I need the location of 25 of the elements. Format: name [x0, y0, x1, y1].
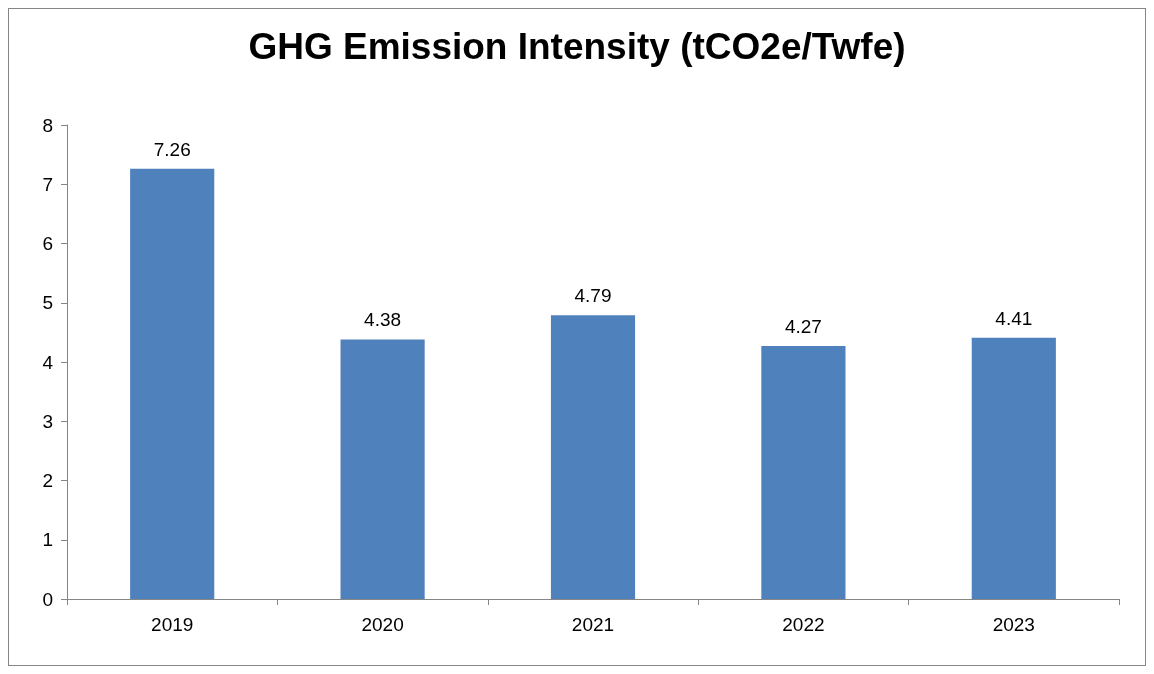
bar	[761, 346, 846, 599]
data-label: 4.79	[574, 285, 612, 307]
y-tick-label: 4	[42, 351, 54, 373]
bar	[550, 315, 636, 599]
y-tick-label: 8	[42, 114, 53, 136]
y-tick-label: 1	[42, 529, 53, 551]
chart-title: GHG Emission Intensity (tCO2e/Twfe)	[248, 26, 906, 67]
bar	[971, 337, 1056, 599]
x-tick-label: 2022	[782, 614, 825, 635]
bar	[340, 339, 425, 599]
y-tick-label: 3	[42, 410, 53, 432]
y-tick-label: 6	[42, 233, 53, 254]
y-tick-label: 5	[42, 292, 53, 314]
data-label: 4.27	[784, 316, 822, 337]
x-tick-label: 2023	[992, 614, 1035, 635]
x-tick-label: 2019	[151, 614, 194, 635]
data-label: 4.41	[995, 307, 1033, 329]
data-label: 7.26	[153, 138, 191, 160]
bar	[130, 168, 215, 599]
y-tick-label: 7	[42, 173, 53, 195]
y-tick-label: 0	[42, 588, 53, 610]
data-label: 4.38	[364, 309, 402, 331]
x-tick-label: 2021	[571, 614, 615, 635]
y-tick-label: 2	[42, 470, 53, 491]
x-tick-label: 2020	[361, 614, 404, 635]
